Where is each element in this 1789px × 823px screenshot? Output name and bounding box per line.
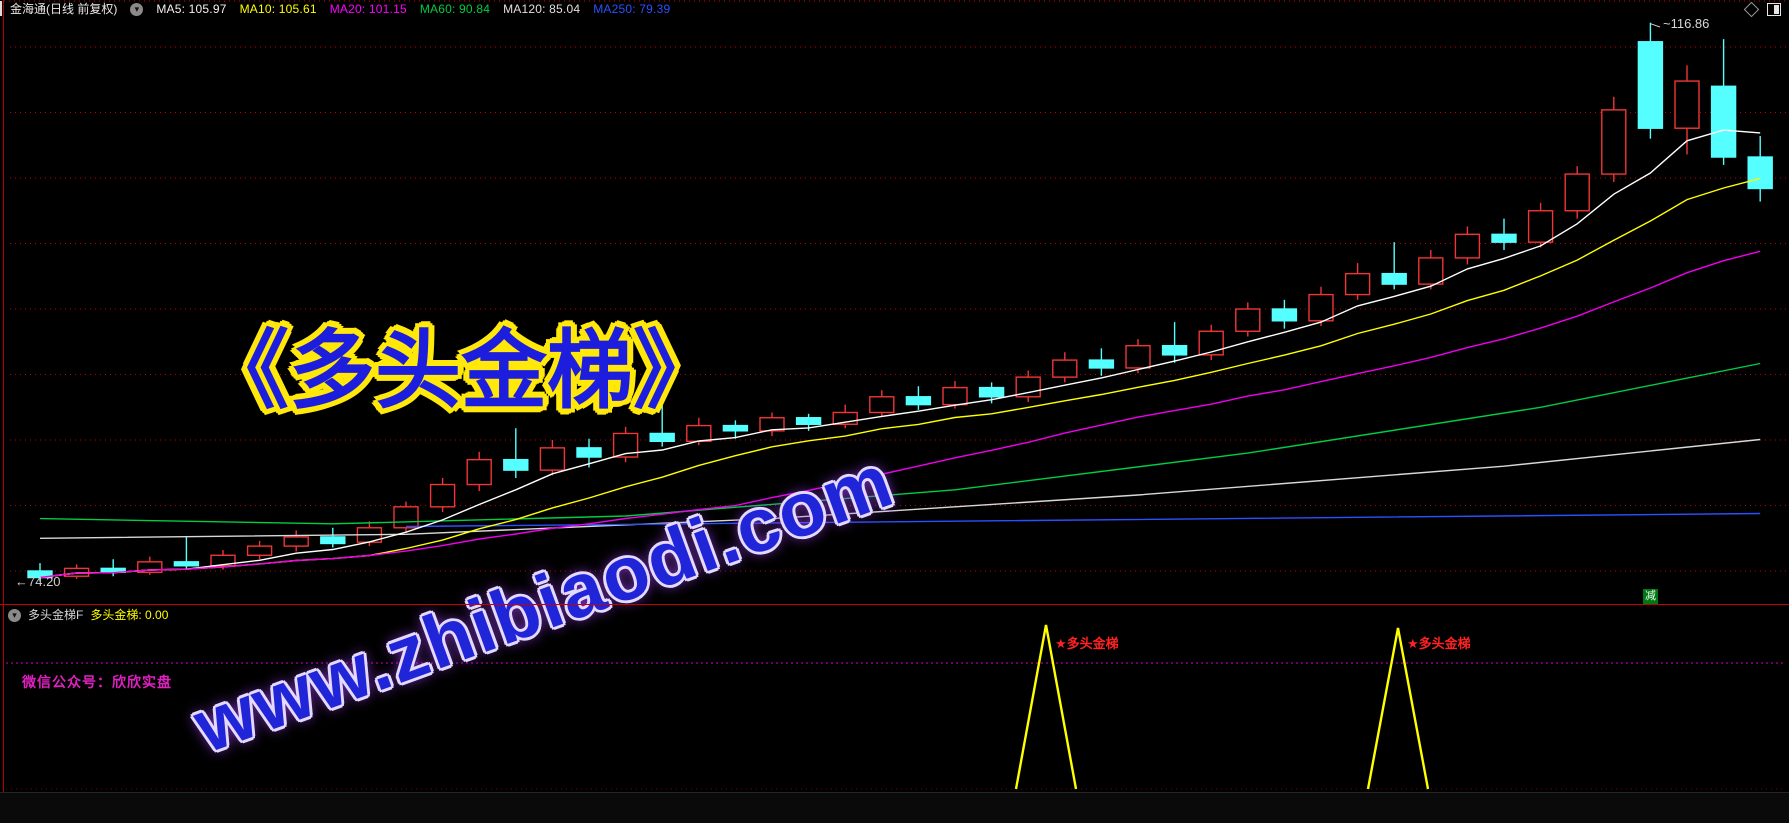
ma120-value: MA120: 85.04 (503, 2, 581, 16)
header-icons (1743, 1, 1789, 18)
buy-signal-label: ★多头金梯 (1407, 636, 1471, 651)
bottom-toolbar-strip (0, 792, 1789, 823)
buy-signal-label: ★多头金梯 (1055, 636, 1119, 651)
chart-header-bar: 金海通(日线 前复权) ▾ MA5: 105.97 MA10: 105.61 M… (0, 0, 1789, 19)
signal-indicator-chart[interactable] (0, 605, 1789, 792)
diamond-icon[interactable] (1743, 1, 1760, 18)
period-high-annotation: ~116.86 (1663, 16, 1710, 31)
ma20-value: MA20: 101.15 (329, 2, 407, 16)
ma5-value: MA5: 105.97 (156, 2, 227, 16)
chevron-down-icon[interactable]: ▾ (8, 609, 21, 622)
panel-divider[interactable] (0, 604, 1789, 605)
ma250-value: MA250: 79.39 (593, 2, 671, 16)
reduce-button[interactable]: 减 (1643, 589, 1658, 604)
signal-panel-header: ▾ 多头金梯F 多头金梯: 0.00 (0, 606, 168, 625)
ma10-value: MA10: 105.61 (239, 2, 317, 16)
wechat-account-note: 微信公众号：欣欣实盘 (22, 674, 172, 690)
kline-chart[interactable] (0, 0, 1789, 604)
signal-indicator-value: 多头金梯: 0.00 (90, 608, 169, 622)
split-window-icon[interactable] (1767, 3, 1781, 16)
indicator-stamp-title: 《多头金梯》 (203, 323, 719, 419)
signal-panel-name[interactable]: 多头金梯F (28, 608, 84, 622)
stock-title: 金海通(日线 前复权) (10, 2, 118, 16)
window-edge-mark (0, 1, 2, 16)
period-low-annotation: ←74.20 (15, 574, 61, 589)
ma60-value: MA60: 90.84 (419, 2, 491, 16)
chart-left-border (3, 0, 4, 792)
chevron-down-icon[interactable]: ▾ (130, 3, 144, 16)
